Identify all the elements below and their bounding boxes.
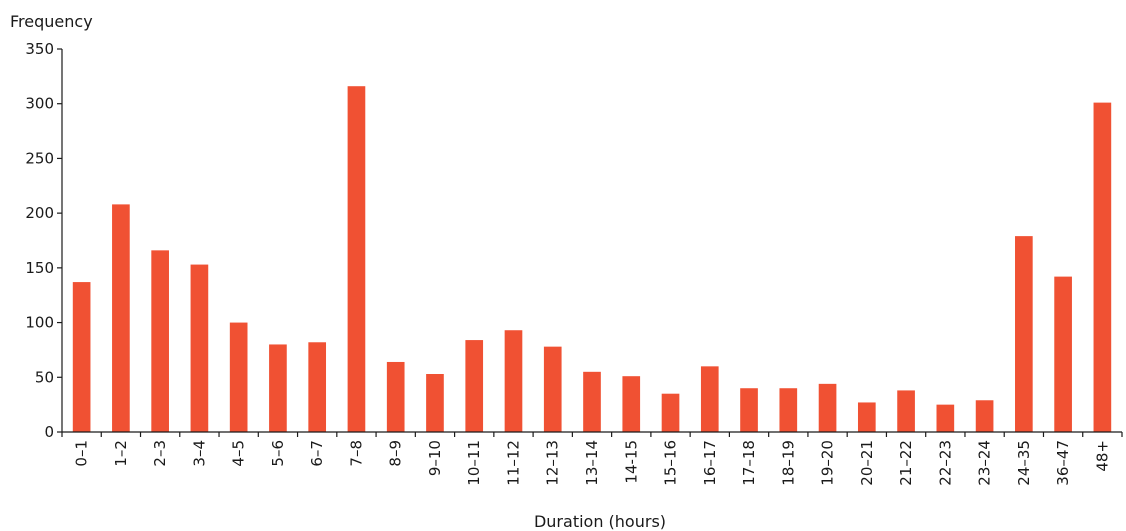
y-tick-label: 150 xyxy=(25,259,54,277)
x-tick-label: 3–4 xyxy=(190,440,208,467)
bar xyxy=(936,404,955,432)
x-tick-label: 8–9 xyxy=(387,440,405,467)
y-tick-label: 0 xyxy=(44,423,54,441)
bar xyxy=(190,264,209,432)
bar xyxy=(622,376,641,432)
y-tick-label: 200 xyxy=(25,204,54,222)
x-tick-label: 18–19 xyxy=(779,440,797,486)
x-tick-label: 5–6 xyxy=(269,440,287,467)
x-tick-label: 48+ xyxy=(1093,440,1111,472)
bar xyxy=(229,322,248,432)
x-tick-label: 10–11 xyxy=(465,440,483,486)
x-tick-label: 14-15 xyxy=(622,440,640,484)
bar xyxy=(308,342,327,432)
bar xyxy=(975,400,994,432)
x-tick-label: 23–24 xyxy=(976,440,994,486)
bar xyxy=(504,330,523,432)
bar xyxy=(269,344,287,432)
bar xyxy=(700,366,719,432)
y-tick-label: 100 xyxy=(25,314,54,332)
bar xyxy=(72,282,91,432)
x-tick-label: 1–2 xyxy=(112,440,130,467)
x-tick-label: 36–47 xyxy=(1054,440,1072,486)
x-tick-label: 24–35 xyxy=(1015,440,1033,486)
x-tick-label: 0–1 xyxy=(73,440,91,467)
bar xyxy=(1093,102,1112,433)
bar xyxy=(779,388,798,432)
x-tick-label: 11–12 xyxy=(504,440,522,486)
x-tick-label: 4–5 xyxy=(230,440,248,467)
bar xyxy=(151,250,169,432)
y-tick-label: 50 xyxy=(35,368,54,386)
bar xyxy=(1015,236,1033,432)
bar xyxy=(112,204,130,432)
x-tick-label: 22–23 xyxy=(936,440,954,486)
bar xyxy=(818,383,837,432)
bar xyxy=(661,393,680,432)
x-tick-label: 13–14 xyxy=(583,440,601,486)
x-axis-title: Duration (hours) xyxy=(534,512,666,531)
x-tick-label: 6–7 xyxy=(308,440,326,467)
x-axis: 0–1 1–2 2–3 3–4 4–5 5–6 6–7 7–8 8–9 9–10 10–11 11–1… xyxy=(61,432,1123,486)
x-tick-label: 20–21 xyxy=(858,440,876,486)
x-tick-label: 17–18 xyxy=(740,440,758,486)
y-axis-title: Frequency xyxy=(10,12,93,31)
bar xyxy=(897,390,915,432)
bar xyxy=(426,374,444,432)
x-tick-label: 19–20 xyxy=(819,440,837,486)
bar xyxy=(543,346,562,432)
bar xyxy=(857,402,876,432)
x-tick-label: 7–8 xyxy=(347,440,365,467)
bars-group xyxy=(72,86,1112,433)
bar xyxy=(386,361,405,432)
bar xyxy=(465,340,484,432)
x-tick-label: 21–22 xyxy=(897,440,915,486)
bar xyxy=(583,371,601,432)
bar xyxy=(740,388,758,432)
x-tick-label: 2–3 xyxy=(151,440,169,467)
y-axis: 0 50 100 150 200 250 300 350 xyxy=(25,40,62,441)
y-tick-label: 350 xyxy=(25,40,54,58)
x-tick-label: 16–17 xyxy=(701,440,719,486)
x-tick-label: 15–16 xyxy=(662,440,680,486)
bar xyxy=(1054,276,1072,432)
x-tick-label: 9–10 xyxy=(426,440,444,476)
y-tick-label: 250 xyxy=(25,149,54,167)
x-tick-label: 12–13 xyxy=(544,440,562,486)
y-tick-label: 300 xyxy=(25,95,54,113)
bar xyxy=(347,86,366,432)
